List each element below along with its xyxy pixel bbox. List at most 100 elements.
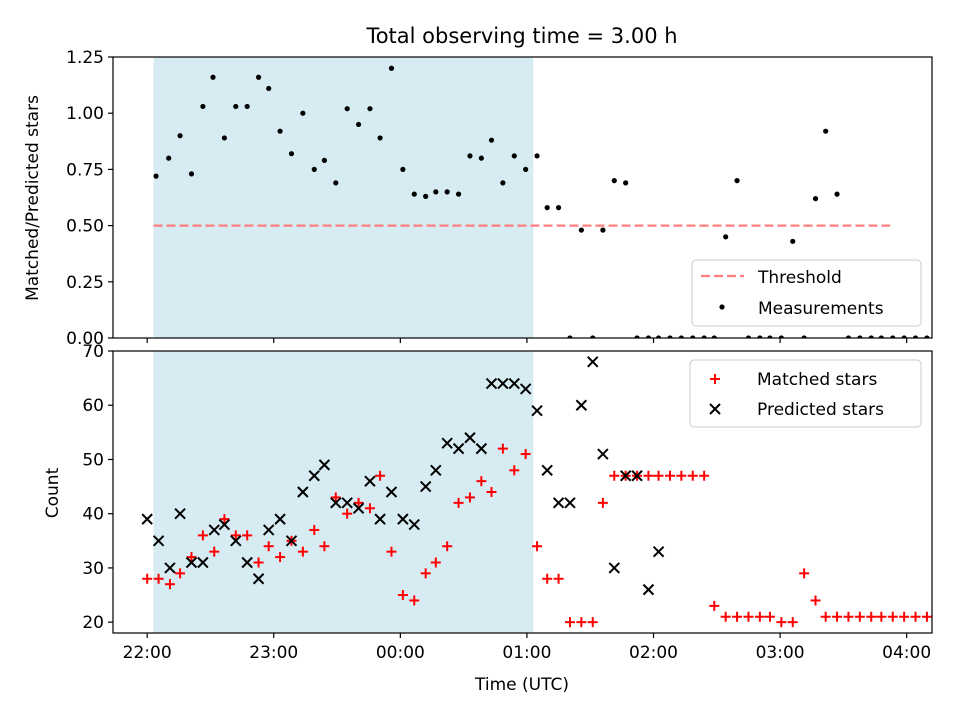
matched-star-point: [709, 600, 720, 611]
predicted-star-point: [364, 475, 376, 487]
measurement-point: [634, 335, 640, 338]
matched-star-point: [887, 611, 898, 622]
x-b: [508, 377, 520, 390]
legend-predicted-swatch-b: [709, 403, 721, 415]
x-b: [475, 442, 488, 455]
x-b: [197, 556, 209, 569]
predicted-star-point: [141, 513, 153, 525]
measurement-point: [500, 180, 506, 186]
matched-star-point: [787, 617, 798, 628]
matched-star-point: [653, 470, 664, 481]
matched-star-point: [263, 541, 274, 552]
matched-star-point: [587, 617, 598, 628]
predicted-star-point: [385, 486, 398, 498]
matched-star-point: [230, 530, 241, 541]
matched-star-point: [832, 611, 843, 622]
top-y-tick-label: 0.00: [66, 329, 104, 349]
x-b: [430, 464, 442, 477]
matched-star-point: [921, 611, 932, 622]
measurement-point: [534, 153, 540, 159]
measurement-point: [221, 135, 227, 141]
matched-star-point: [142, 573, 153, 584]
matched-star-point: [876, 611, 887, 622]
legend-measurements-swatch: [719, 304, 725, 310]
matched-star-point: [743, 611, 754, 622]
measurement-point: [153, 173, 159, 179]
matched-star-point: [186, 552, 197, 563]
measurement-point: [711, 335, 717, 338]
x-b: [262, 524, 275, 536]
top-shaded-span: [153, 57, 534, 338]
measurement-point: [924, 335, 930, 338]
top-plot-area: [153, 57, 930, 338]
matched-star-point: [664, 470, 675, 481]
measurement-point: [467, 153, 473, 159]
x-b: [330, 497, 342, 509]
predicted-star-point: [441, 437, 453, 449]
measurement-point: [233, 103, 239, 110]
x-b: [274, 513, 286, 525]
measurement-point: [878, 335, 884, 338]
predicted-star-point: [397, 513, 409, 525]
x-tick-label: 03:00: [756, 643, 805, 663]
measurement-point: [623, 180, 629, 186]
measurement-point: [200, 103, 206, 110]
bottom-y-tick-label: 30: [82, 559, 104, 579]
measurement-point: [812, 196, 819, 202]
bottom-shaded-span: [153, 351, 534, 633]
matched-star-point: [342, 508, 353, 519]
x-b: [297, 486, 309, 498]
x-b: [652, 545, 665, 558]
matched-star-point: [720, 611, 731, 622]
x-b: [587, 356, 599, 368]
measurement-point: [277, 128, 283, 134]
matched-star-point: [854, 611, 865, 622]
x-tick-label: 23:00: [249, 643, 298, 663]
predicted-star-point: [631, 470, 643, 482]
top-axes-frame: [112, 56, 933, 339]
matched-star-point: [420, 568, 431, 579]
matched-star-point: [209, 546, 220, 557]
predicted-star-point: [497, 377, 509, 390]
predicted-star-point: [531, 404, 543, 417]
matched-star-point: [509, 465, 520, 476]
matched-star-point: [397, 590, 408, 601]
bottom-y-tick-label: 20: [82, 613, 104, 633]
measurement-point: [690, 335, 696, 338]
measurement-point: [645, 335, 652, 338]
matched-star-point: [453, 497, 464, 508]
x-b: [552, 497, 565, 509]
measurement-point: [444, 189, 450, 195]
x-b: [230, 535, 242, 547]
predicted-star-point: [597, 448, 609, 460]
x-b: [597, 448, 609, 460]
measurement-point: [857, 335, 863, 338]
matched-star-point: [386, 546, 397, 557]
x-b: [174, 507, 186, 520]
x-b: [541, 464, 553, 477]
x-b: [318, 459, 331, 471]
x-b: [218, 518, 231, 531]
measurement-point: [611, 178, 617, 184]
x-tick-label: 02:00: [629, 643, 678, 663]
predicted-star-point: [419, 480, 432, 493]
matched-star-point: [520, 449, 531, 460]
predicted-star-point: [285, 535, 298, 547]
matched-star-point: [799, 568, 810, 579]
measurement-point: [723, 234, 729, 240]
x-b: [252, 573, 265, 585]
predicted-star-point: [308, 470, 320, 482]
matched-star-point: [164, 579, 175, 590]
matched-star-point: [464, 492, 475, 503]
measurement-point: [210, 74, 216, 80]
x-tick-label: 22:00: [123, 643, 172, 663]
measurement-point: [433, 189, 439, 195]
matched-star-point: [309, 524, 320, 535]
matched-star-point: [153, 573, 164, 584]
x-b: [341, 497, 353, 509]
x-b: [241, 556, 253, 569]
top-y-axis-label: Matched/Predicted stars: [23, 95, 43, 301]
top-y-tick-label: 1.25: [66, 48, 104, 68]
predicted-star-point: [541, 464, 553, 477]
